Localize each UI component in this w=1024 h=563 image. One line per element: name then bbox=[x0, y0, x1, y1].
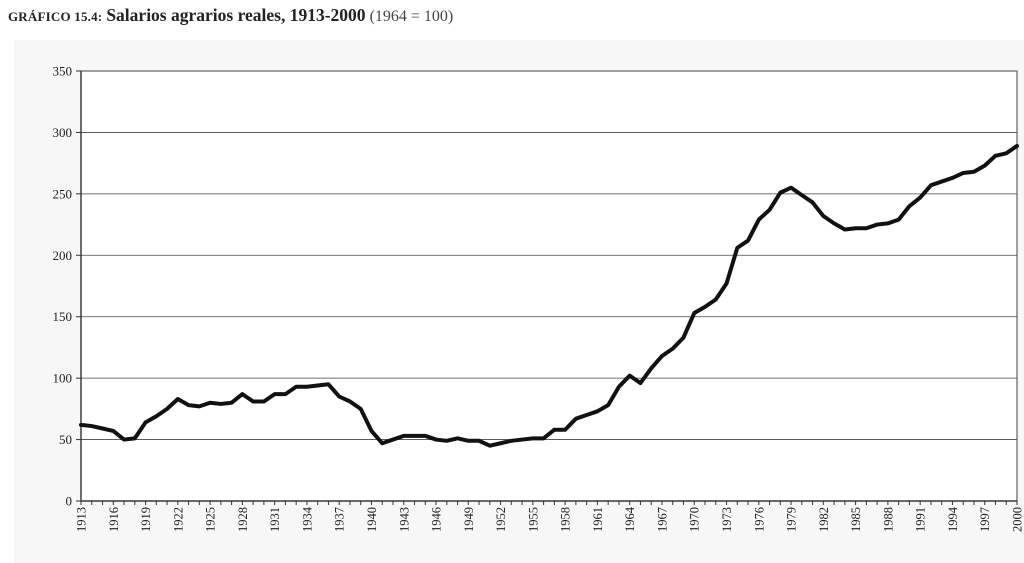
x-tick-label: 1913 bbox=[75, 507, 89, 532]
x-tick-label: 1943 bbox=[397, 507, 411, 532]
x-tick-label: 1916 bbox=[107, 507, 121, 532]
x-tick-label: 1955 bbox=[526, 507, 540, 532]
x-tick-label: 1994 bbox=[946, 506, 960, 532]
y-tick-label: 250 bbox=[53, 186, 73, 201]
x-tick-label: 1940 bbox=[365, 507, 379, 532]
x-tick-label: 1982 bbox=[817, 507, 831, 532]
x-tick-label: 1970 bbox=[688, 507, 702, 532]
y-tick-label: 200 bbox=[53, 248, 73, 263]
x-tick-label: 1967 bbox=[655, 507, 669, 532]
x-tick-label: 1928 bbox=[236, 507, 250, 532]
x-tick-label: 1925 bbox=[204, 507, 218, 532]
series-line bbox=[79, 143, 1019, 448]
x-tick-label: 1931 bbox=[268, 507, 282, 532]
x-tick-label: 1985 bbox=[849, 507, 863, 532]
x-tick-label: 1979 bbox=[785, 507, 799, 532]
x-tick-label: 1973 bbox=[720, 507, 734, 532]
x-axis: 1913 1916 1919 1922 1925 1928 1931 1934 1937 1940… bbox=[75, 500, 1024, 532]
x-tick-label: 1961 bbox=[591, 507, 605, 532]
y-tick-label: 50 bbox=[59, 432, 72, 447]
x-tick-label: 1937 bbox=[333, 507, 347, 532]
chart-subtitle: (1964 = 100) bbox=[369, 8, 454, 25]
x-tick-label: 1934 bbox=[300, 506, 314, 532]
y-tick-label: 300 bbox=[53, 125, 73, 140]
x-tick-label: 1988 bbox=[881, 507, 895, 532]
x-tick-label: 1946 bbox=[430, 507, 444, 532]
y-tick-label: 350 bbox=[53, 64, 73, 79]
x-tick-label: 1964 bbox=[623, 506, 637, 532]
x-tick-label: 1976 bbox=[752, 507, 766, 532]
x-tick-label: 2000 bbox=[1011, 507, 1024, 532]
y-tick-label: 100 bbox=[53, 371, 73, 386]
gridlines bbox=[81, 132, 1017, 440]
x-tick-label: 1952 bbox=[494, 507, 508, 532]
x-tick-label: 1922 bbox=[171, 507, 185, 532]
x-tick-label: 1919 bbox=[139, 507, 153, 532]
y-axis: 0 50 100 150 200 250 300 350 bbox=[53, 64, 82, 509]
chart-title: GRÁFICO 15.4: Salarios agrarios reales, … bbox=[8, 5, 453, 26]
series-layer bbox=[79, 143, 1019, 448]
y-tick-label: 0 bbox=[66, 494, 73, 509]
y-tick-label: 150 bbox=[53, 309, 73, 324]
x-tick-label: 1949 bbox=[462, 507, 476, 532]
x-tick-label: 1997 bbox=[978, 507, 992, 532]
x-tick-label: 1958 bbox=[559, 507, 573, 532]
chart-main-title: Salarios agrarios reales, 1913-2000 bbox=[106, 5, 366, 25]
x-tick-label: 1991 bbox=[914, 507, 928, 532]
figure-number: GRÁFICO 15.4: bbox=[8, 9, 103, 24]
